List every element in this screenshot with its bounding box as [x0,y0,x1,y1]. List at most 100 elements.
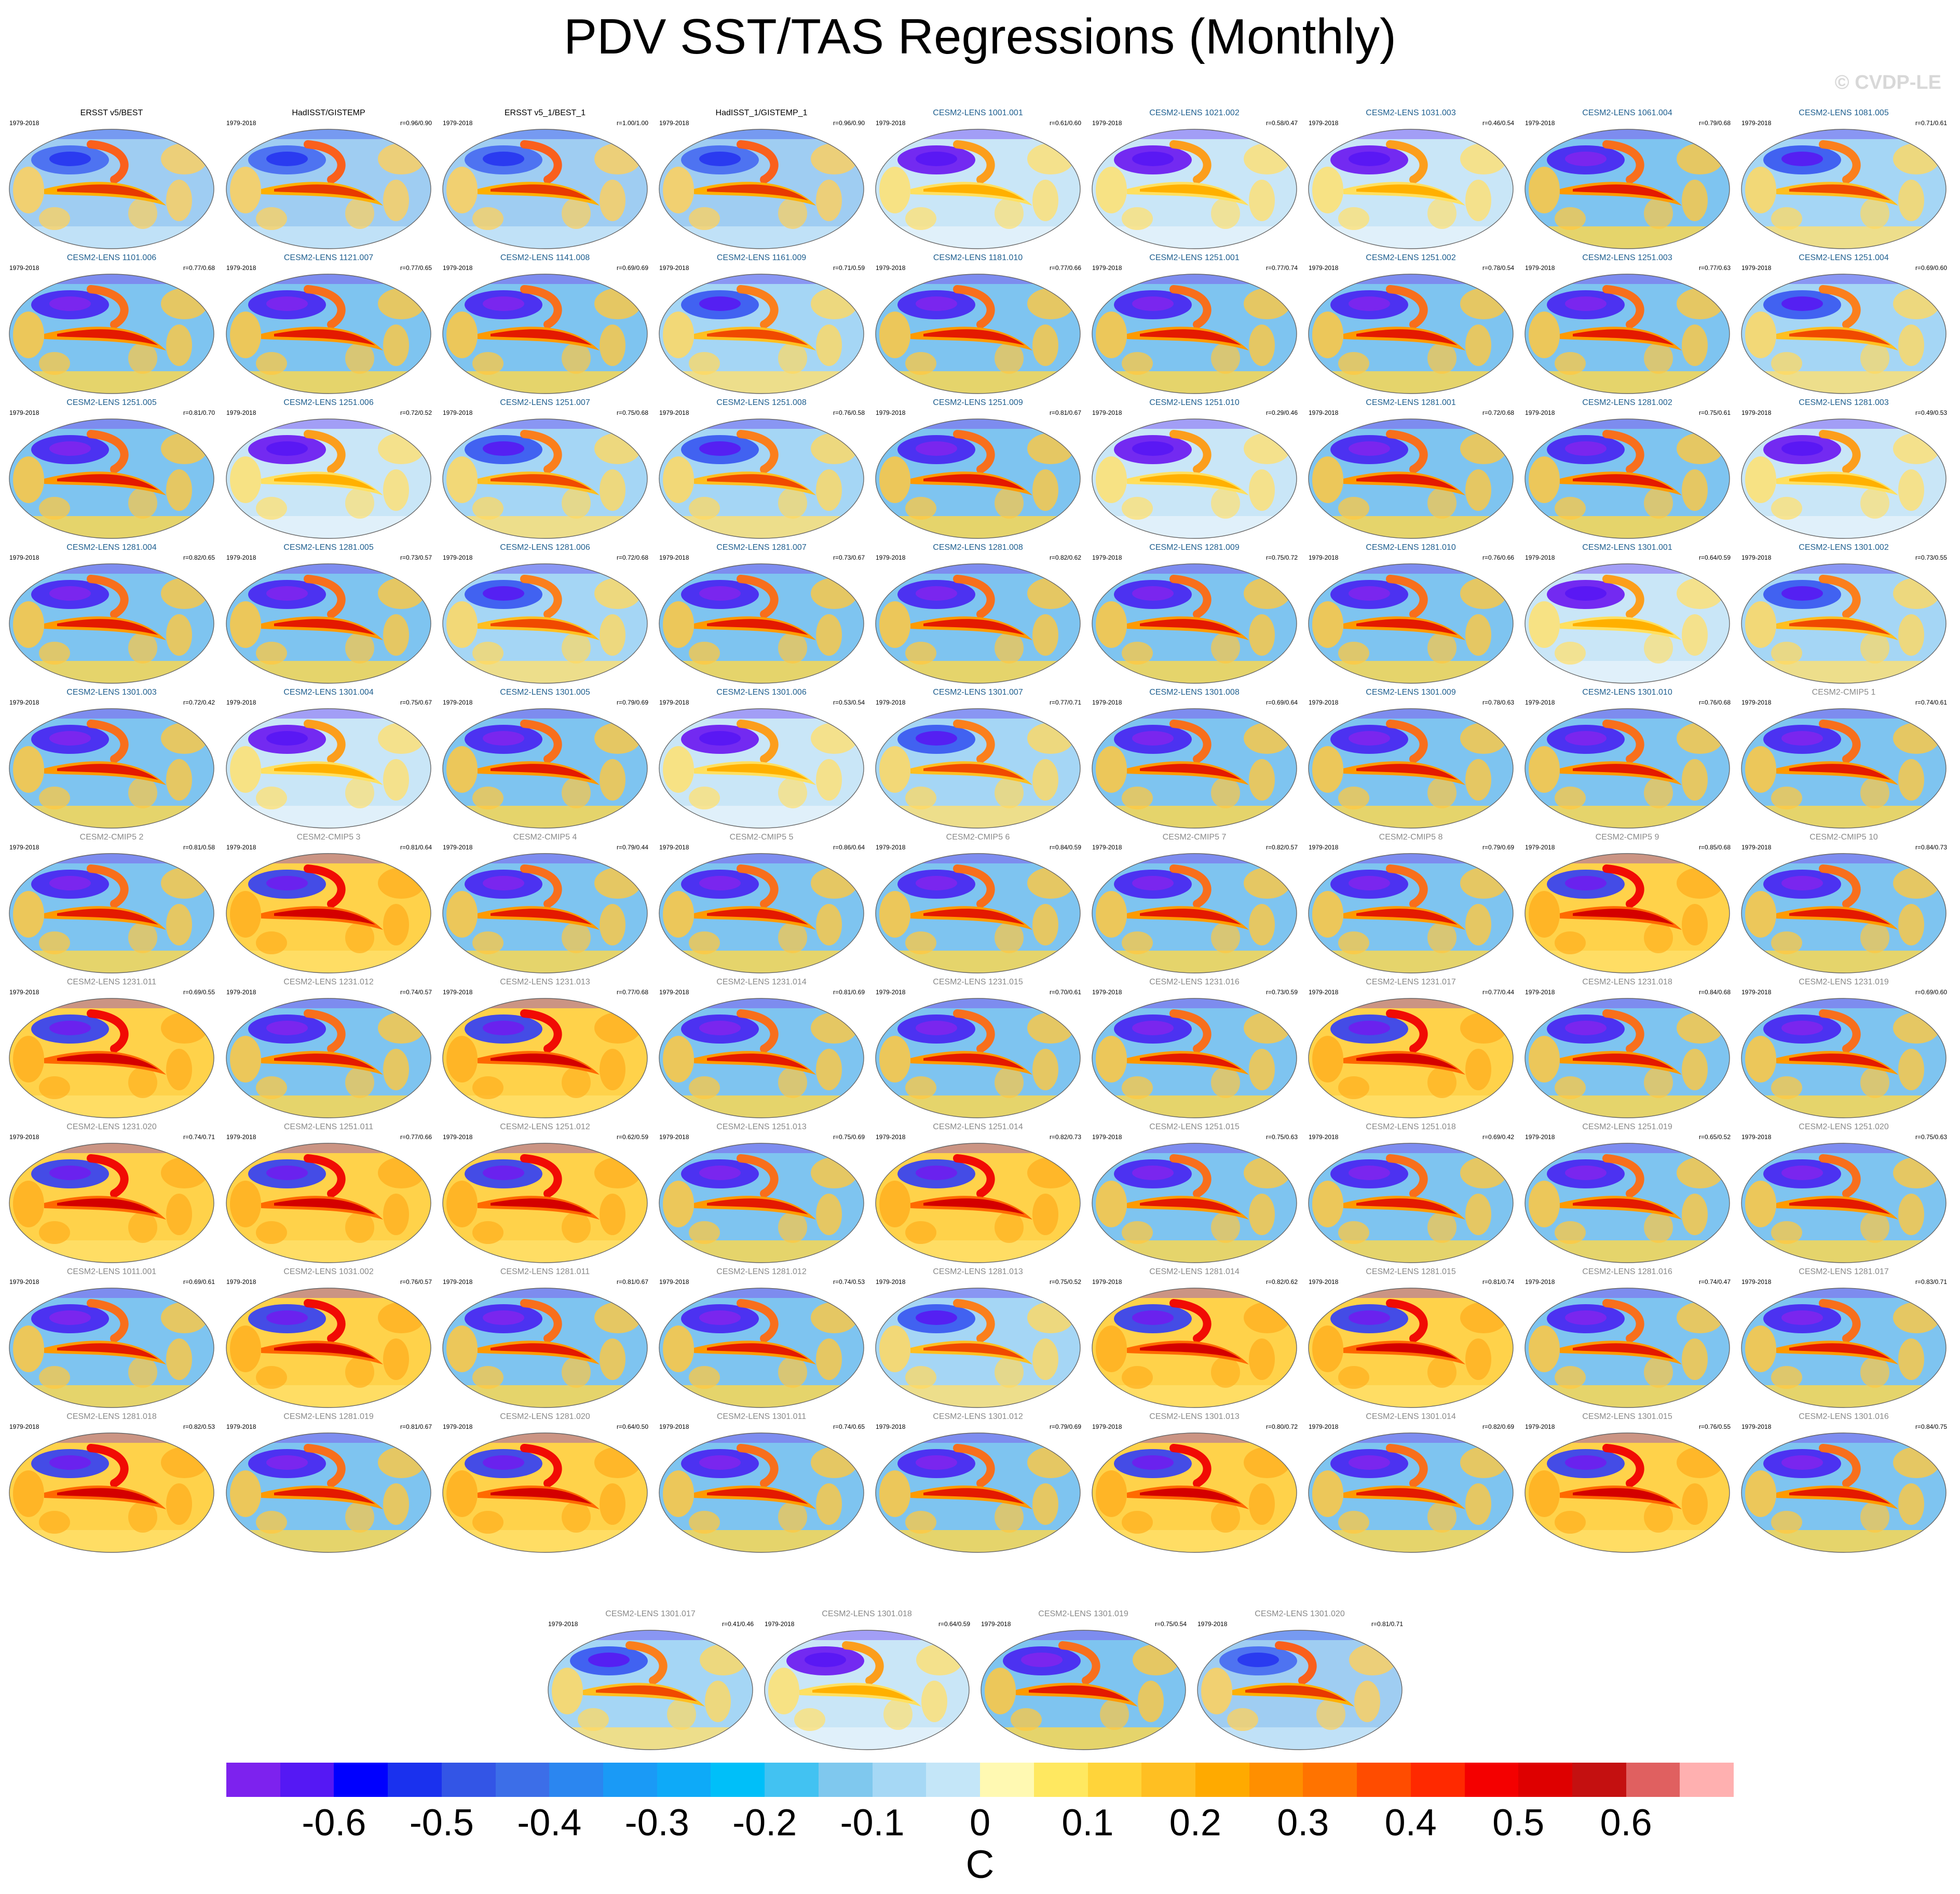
map-panel: CESM2-LENS 1251.001 1979-2018 r=0.77/0.74 [1089,253,1300,397]
panel-title: CESM2-CMIP5 6 [946,833,1010,842]
panel-title: CESM2-LENS 1301.005 [500,688,590,697]
panel-title: ERSST v5/BEST [80,109,143,117]
panel-period: 1979-2018 [1741,989,1772,996]
regression-map [1741,708,1947,829]
regression-map [1092,1143,1297,1263]
regression-map [1741,274,1947,394]
panel-title: CESM2-CMIP5 1 [1812,688,1876,697]
regression-map [1741,418,1947,539]
regression-map [442,1288,648,1408]
panel-period: 1979-2018 [548,1620,578,1628]
panel-title: CESM2-LENS 1301.012 [933,1412,1023,1421]
map-panel: CESM2-LENS 1301.002 1979-2018 r=0.73/0.55 [1738,543,1949,687]
regression-map [442,1143,648,1263]
panel-period: 1979-2018 [876,844,906,851]
panel-period: 1979-2018 [659,1278,689,1286]
panel-correlation: r=0.70/0.61 [1049,989,1081,996]
panel-correlation: r=0.76/0.57 [400,1278,432,1286]
regression-map [1092,563,1297,684]
panel-title: CESM2-LENS 1301.014 [1366,1412,1456,1421]
map-panel: CESM2-LENS 1281.015 1979-2018 r=0.81/0.74 [1305,1267,1516,1411]
panel-correlation: r=0.81/0.69 [833,989,865,996]
panel-correlation: r=0.77/0.68 [616,989,648,996]
regression-map [9,1288,214,1408]
panel-correlation: r=0.71/0.59 [833,264,865,272]
panel-title: CESM2-CMIP5 9 [1595,833,1659,842]
map-panel: CESM2-LENS 1301.016 1979-2018 r=0.84/0.75 [1738,1412,1949,1556]
map-panel: CESM2-LENS 1251.006 1979-2018 r=0.72/0.52 [223,398,434,542]
regression-map [1525,418,1730,539]
panel-title: CESM2-CMIP5 4 [513,833,577,842]
regression-map [1741,1432,1947,1553]
regression-map [1525,129,1730,249]
panel-period: 1979-2018 [226,1423,256,1430]
panel-period: 1979-2018 [1092,409,1122,416]
map-panel: CESM2-LENS 1251.018 1979-2018 r=0.69/0.42 [1305,1122,1516,1266]
panel-period: 1979-2018 [1741,699,1772,706]
regression-map [442,418,648,539]
colorbar-tick-label: 0.6 [1600,1802,1652,1844]
colorbar-tick-label: -0.6 [302,1802,366,1844]
panel-title: CESM2-LENS 1281.008 [933,543,1023,552]
map-panel: CESM2-LENS 1281.017 1979-2018 r=0.83/0.71 [1738,1267,1949,1411]
panel-correlation: r=0.69/0.55 [183,989,215,996]
regression-map [1197,1630,1403,1750]
map-panel: CESM2-LENS 1101.006 1979-2018 r=0.77/0.68 [6,253,217,397]
panel-correlation: r=0.77/0.63 [1698,264,1731,272]
panel-title: CESM2-LENS 1121.007 [283,253,374,262]
map-panel: CESM2-LENS 1001.001 1979-2018 r=0.61/0.60 [873,108,1083,252]
map-panel: CESM2-LENS 1281.012 1979-2018 r=0.74/0.53 [656,1267,867,1411]
regression-map [9,1432,214,1553]
panel-period: 1979-2018 [1092,1133,1122,1141]
regression-map [875,998,1081,1118]
colorbar-swatch [280,1763,334,1797]
map-panel: CESM2-LENS 1031.003 1979-2018 r=0.46/0.54 [1305,108,1516,252]
map-panel: CESM2-LENS 1281.001 1979-2018 r=0.72/0.68 [1305,398,1516,542]
regression-map [1308,1288,1514,1408]
map-panel: CESM2-LENS 1281.010 1979-2018 r=0.76/0.66 [1305,543,1516,687]
panel-period: 1979-2018 [876,119,906,127]
panel-period: 1979-2018 [981,1620,1011,1628]
map-panel: CESM2-LENS 1281.002 1979-2018 r=0.75/0.61 [1522,398,1733,542]
panel-correlation: r=0.69/0.64 [1265,699,1298,706]
panel-title: CESM2-LENS 1231.014 [716,978,807,986]
panel-title: CESM2-LENS 1251.015 [1149,1122,1240,1131]
colorbar-swatch [603,1763,657,1797]
map-panel: HadISST/GISTEMP 1979-2018 r=0.96/0.90 [223,108,434,252]
panel-correlation: r=0.84/0.73 [1915,844,1947,851]
panel-title: CESM2-LENS 1181.010 [933,253,1023,262]
colorbar-swatch [1410,1763,1465,1797]
panel-title: CESM2-LENS 1251.008 [716,398,807,407]
map-panel: CESM2-LENS 1301.011 1979-2018 r=0.74/0.65 [656,1412,867,1556]
regression-map [659,274,864,394]
panel-title: CESM2-LENS 1281.005 [283,543,374,552]
panel-title: CESM2-LENS 1231.019 [1799,978,1889,986]
panel-period: 1979-2018 [876,264,906,272]
panel-correlation: r=0.83/0.71 [1915,1278,1947,1286]
regression-map [9,274,214,394]
panel-period: 1979-2018 [1525,844,1555,851]
regression-map [875,708,1081,829]
regression-map [226,418,431,539]
panel-period: 1979-2018 [226,1278,256,1286]
regression-map [875,853,1081,973]
panel-title: CESM2-LENS 1021.002 [1149,109,1240,117]
panel-correlation: r=0.41/0.46 [722,1620,754,1628]
colorbar-swatch [1626,1763,1680,1797]
panel-correlation: r=0.82/0.57 [1265,844,1298,851]
colorbar-swatch [549,1763,604,1797]
panel-period: 1979-2018 [443,264,473,272]
colorbar-swatch [388,1763,442,1797]
panel-correlation: r=0.81/0.74 [1482,1278,1514,1286]
panel-title: CESM2-LENS 1281.014 [1149,1267,1240,1276]
panel-period: 1979-2018 [1309,989,1339,996]
panel-title: CESM2-LENS 1301.001 [1582,543,1672,552]
panel-correlation: r=1.00/1.00 [616,119,648,127]
regression-map [226,708,431,829]
regression-map [1741,853,1947,973]
map-panel: CESM2-LENS 1231.012 1979-2018 r=0.74/0.57 [223,977,434,1121]
panel-title: CESM2-LENS 1251.011 [283,1122,374,1131]
colorbar-swatch [226,1763,280,1797]
map-panel: CESM2-CMIP5 8 1979-2018 r=0.79/0.69 [1305,832,1516,977]
panel-period: 1979-2018 [765,1620,795,1628]
